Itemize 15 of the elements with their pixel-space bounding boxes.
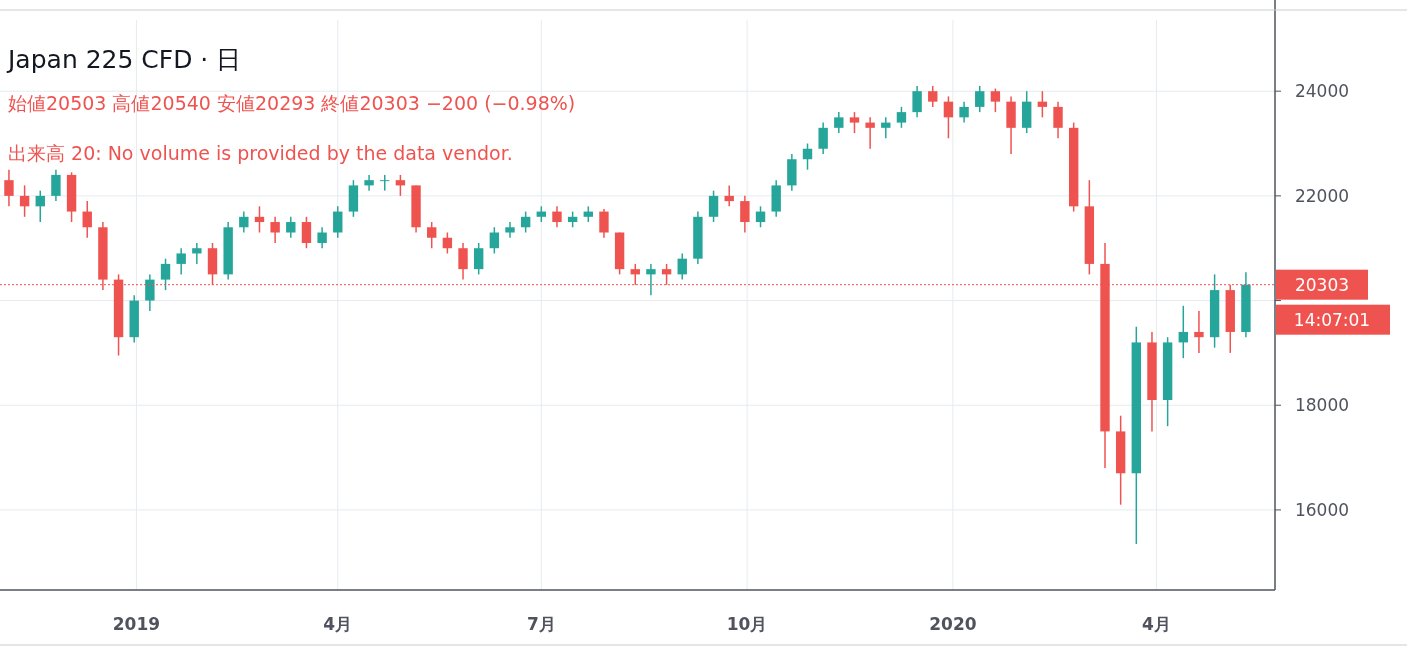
x-tick-label: 2019 xyxy=(112,614,161,634)
text: 14:07:01 xyxy=(1293,309,1371,330)
text: Japan 225 CFD · 日 xyxy=(6,45,242,74)
annotation: 始値20503 高値20540 安値20293 終値20303 −200 (−0.98%) xyxy=(8,92,576,114)
y-tick-label: 16000 xyxy=(1294,499,1350,520)
ref-line-label: 20303 xyxy=(1294,274,1350,295)
x-tick-label: 10月 xyxy=(726,614,768,634)
x-tick-label: 4月 xyxy=(323,614,353,634)
x-tick-label: 7月 xyxy=(526,614,556,634)
x-tick-label: 4月 xyxy=(1142,614,1171,634)
annotation: 出来高 20: No volume is provided by the data vendor. xyxy=(8,142,513,164)
y-tick-label: 24000 xyxy=(1294,81,1350,102)
x-tick-label: 2020 xyxy=(929,614,977,634)
y-tick-label: 22000 xyxy=(1294,185,1350,206)
y-tick-label: 18000 xyxy=(1294,395,1350,416)
